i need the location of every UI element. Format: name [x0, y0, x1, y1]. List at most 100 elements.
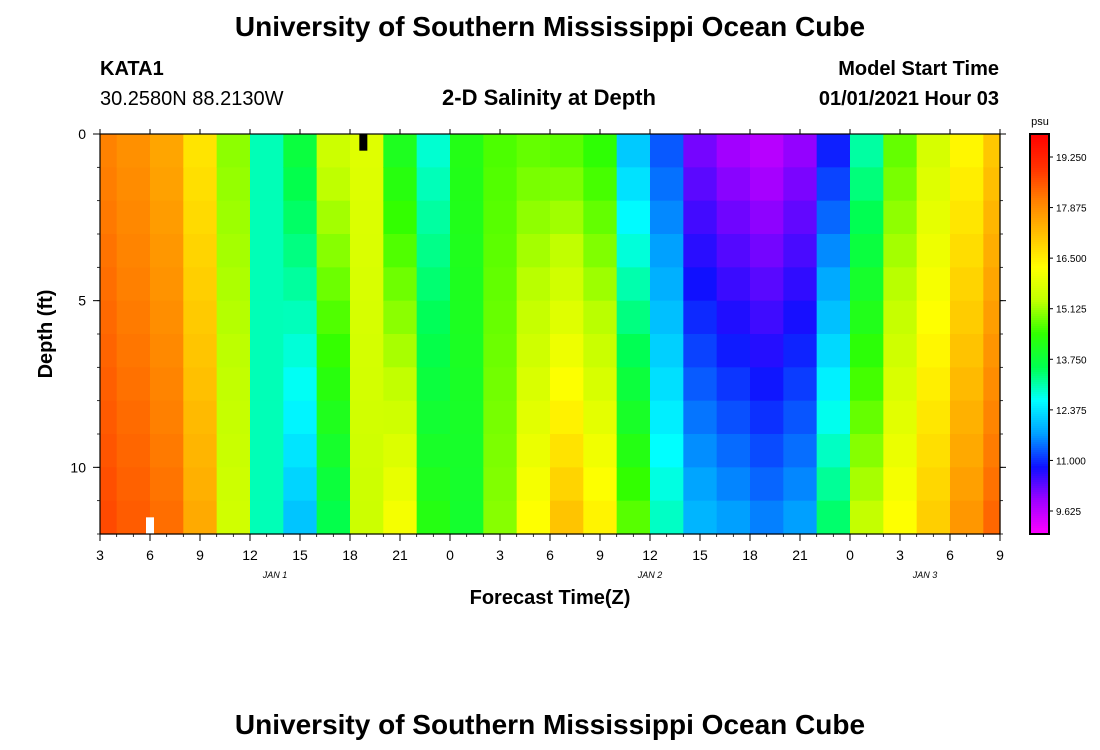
y-axis-label: Depth (ft)	[35, 290, 57, 379]
colorbar-step	[1030, 430, 1049, 433]
colorbar-step	[1030, 340, 1049, 343]
heatmap-cell	[316, 200, 351, 235]
colorbar-step	[1030, 348, 1049, 351]
heatmap-cell	[316, 267, 351, 302]
colorbar-step	[1030, 514, 1049, 517]
colorbar-step	[1030, 374, 1049, 377]
heatmap-cell	[650, 167, 684, 202]
heatmap-cell	[283, 467, 318, 502]
date-label: JAN 3	[912, 570, 938, 580]
heatmap-cell	[950, 300, 984, 335]
heatmap-cell	[683, 400, 718, 435]
heatmap-cell	[650, 300, 684, 335]
heatmap-cell	[683, 167, 718, 202]
x-tick-label: 0	[446, 547, 454, 563]
colorbar-step	[1030, 256, 1049, 259]
heatmap-cell	[850, 334, 884, 368]
heatmap-cell	[416, 334, 451, 368]
x-axis: 3 6 9 12 15 18 21 0 3 6 9 12 15 18 21 0 3 6 9 JAN 1 JAN 2 JAN…	[96, 129, 1004, 580]
date-label: JAN 1	[262, 570, 288, 580]
heatmap-cell	[683, 234, 718, 268]
heatmap-cell	[216, 134, 251, 168]
heatmap-cell	[150, 500, 184, 535]
x-tick-label: 6	[146, 547, 154, 563]
heatmap-cell	[850, 467, 884, 502]
heatmap-cell	[616, 300, 651, 335]
colorbar-step	[1030, 382, 1049, 385]
heatmap-cell	[150, 200, 184, 235]
x-tick-label: 6	[946, 547, 954, 563]
colorbar-step	[1030, 488, 1049, 491]
heatmap-cell	[483, 300, 518, 335]
colorbar-step	[1030, 354, 1049, 357]
heatmap-cell	[916, 134, 951, 168]
heatmap-cell	[916, 234, 951, 268]
colorbar-step	[1030, 150, 1049, 153]
heatmap-cell	[100, 434, 118, 468]
heatmap-cell	[550, 500, 584, 535]
colorbar-step	[1030, 194, 1049, 197]
colorbar-step	[1030, 316, 1049, 319]
heatmap-cell	[916, 367, 951, 402]
heatmap-cell	[350, 267, 384, 302]
colorbar-step	[1030, 238, 1049, 241]
heatmap-cell	[100, 467, 118, 502]
heatmap-cell	[783, 167, 818, 202]
heatmap-cell	[783, 334, 818, 368]
x-tick-label: 0	[846, 547, 854, 563]
heatmap-cell	[183, 267, 218, 302]
heatmap-cell	[983, 200, 1001, 235]
heatmap-cell	[250, 367, 284, 402]
colorbar-step	[1030, 406, 1049, 409]
x-tick-label: 12	[242, 547, 258, 563]
heatmap-cell	[283, 367, 318, 402]
heatmap-cell	[750, 434, 784, 468]
colorbar-step	[1030, 156, 1049, 159]
heatmap-cell	[850, 500, 884, 535]
colorbar-step	[1030, 220, 1049, 223]
heatmap-cell	[116, 334, 151, 368]
heatmap-cell	[850, 134, 884, 168]
colorbar-step	[1030, 212, 1049, 215]
colorbar-step	[1030, 482, 1049, 485]
heatmap-cell	[816, 500, 851, 535]
heatmap-cell	[783, 434, 818, 468]
colorbar-step	[1030, 528, 1049, 531]
colorbar-tick-label: 19.250	[1056, 153, 1087, 164]
heatmap-cell	[350, 234, 384, 268]
x-tick-label: 18	[342, 547, 358, 563]
heatmap-cell	[583, 200, 618, 235]
colorbar-step	[1030, 508, 1049, 511]
heatmap-cell	[250, 267, 284, 302]
colorbar-step	[1030, 470, 1049, 473]
heatmap-cell	[283, 334, 318, 368]
main-title: University of Southern Mississippi Ocean…	[235, 11, 865, 42]
heatmap-cell	[983, 267, 1001, 302]
heatmap-cell	[716, 200, 751, 235]
colorbar-step	[1030, 478, 1049, 481]
heatmap-cell	[983, 334, 1001, 368]
heatmap-cell	[100, 234, 118, 268]
colorbar-step	[1030, 272, 1049, 275]
colorbar-step	[1030, 148, 1049, 151]
colorbar-step	[1030, 200, 1049, 203]
x-tick-label: 9	[996, 547, 1004, 563]
colorbar-step	[1030, 484, 1049, 487]
colorbar-tick-label: 13.750	[1056, 355, 1087, 366]
heatmap-cell	[583, 334, 618, 368]
heatmap-cell	[100, 267, 118, 302]
heatmap-cell	[350, 334, 384, 368]
heatmap-cell	[350, 167, 384, 202]
colorbar-unit: psu	[1031, 116, 1049, 128]
heatmap-cell	[683, 500, 718, 535]
colorbar-step	[1030, 350, 1049, 353]
heatmap-cell	[883, 200, 918, 235]
heatmap-cell	[450, 367, 484, 402]
colorbar-step	[1030, 136, 1049, 139]
heatmap-cell	[116, 134, 151, 168]
colorbar-step	[1030, 370, 1049, 373]
heatmap-cell	[383, 234, 418, 268]
heatmap-cell	[750, 400, 784, 435]
heatmap-cell	[416, 400, 451, 435]
